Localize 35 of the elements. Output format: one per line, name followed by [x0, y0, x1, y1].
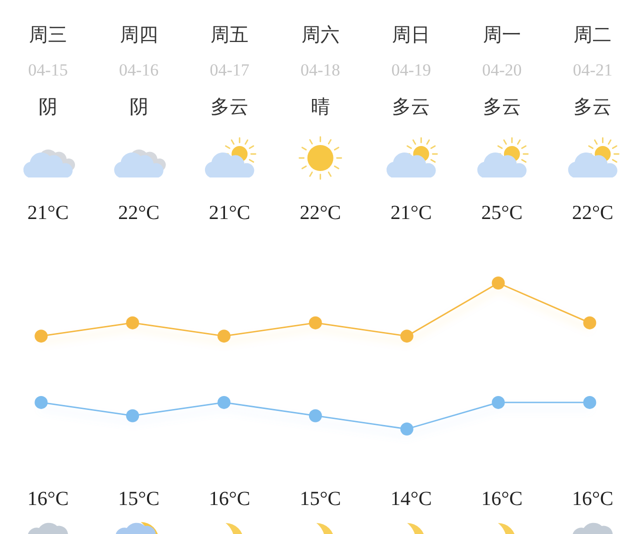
- data-label: 16°C: [208, 488, 250, 510]
- point: [218, 396, 230, 409]
- point: [583, 396, 596, 409]
- point: [126, 316, 140, 330]
- data-label: 15°C: [118, 488, 160, 510]
- data-label: 21°C: [390, 202, 432, 224]
- x-tick-label: 周六 04-18 晴: [300, 24, 340, 118]
- point: [218, 330, 230, 343]
- data-label: 21°C: [208, 202, 250, 224]
- point: [34, 330, 48, 343]
- x-tick-label: 周五 04-17 多云: [210, 24, 250, 118]
- data-label: 16°C: [27, 488, 69, 510]
- x-tick-label: 周四 04-16 阴: [118, 24, 159, 118]
- data-label: 15°C: [300, 488, 342, 510]
- data-label: 22°C: [118, 202, 160, 224]
- point: [34, 396, 48, 409]
- point: [308, 316, 322, 330]
- point: [492, 276, 505, 290]
- point: [400, 422, 414, 436]
- data-label: 16°C: [481, 488, 523, 510]
- point: [400, 330, 414, 343]
- data-label: 21°C: [27, 202, 69, 224]
- x-tick-label: 周二 04-21 多云: [572, 24, 613, 118]
- data-label: 14°C: [390, 488, 432, 510]
- x-tick-label: 周三 04-15 阴: [28, 24, 68, 118]
- x-tick-label: 周日 04-19 多云: [391, 24, 431, 118]
- data-label: 25°C: [481, 202, 523, 224]
- point: [492, 396, 505, 409]
- data-label: 22°C: [300, 202, 342, 224]
- x-tick-label: 周一 04-20 多云: [482, 24, 522, 118]
- data-label: 16°C: [572, 488, 614, 510]
- point: [308, 409, 322, 422]
- data-label: 22°C: [572, 202, 614, 224]
- point: [583, 316, 596, 330]
- point: [126, 409, 140, 422]
